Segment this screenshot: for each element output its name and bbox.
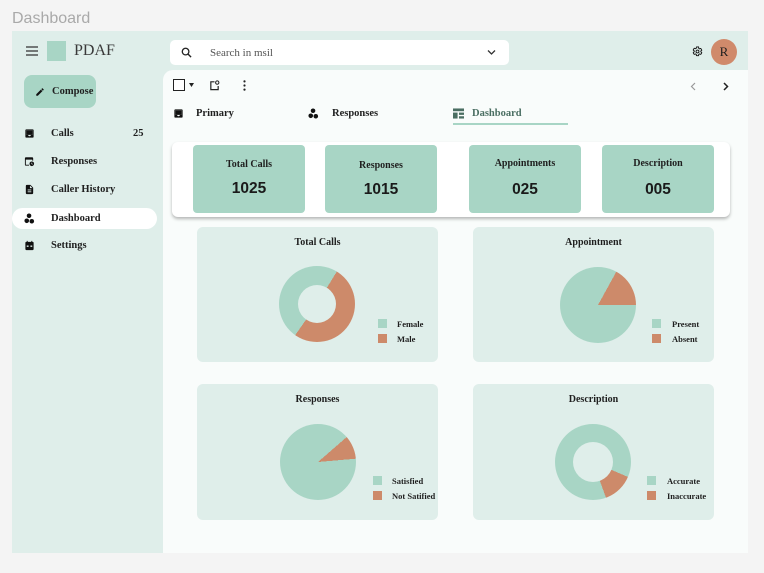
stat-label: Description xyxy=(633,158,683,169)
stat-card-description: Description 005 xyxy=(602,145,714,213)
tab-label: Primary xyxy=(196,108,234,119)
compose-label: Compose xyxy=(52,86,94,97)
menu-icon[interactable] xyxy=(26,46,38,56)
calls-count-badge: 25 xyxy=(133,128,144,139)
search-bar xyxy=(170,40,509,65)
app-frame: PDAF Compose Calls 25 Responses Caller H… xyxy=(12,31,748,553)
sidebar-item-label: Settings xyxy=(51,240,87,251)
pie-chart[interactable] xyxy=(560,267,636,343)
chart-title: Appointment xyxy=(565,237,622,248)
inbox-icon xyxy=(25,129,34,138)
chevron-right-icon[interactable] xyxy=(723,82,729,91)
inbox-icon xyxy=(174,109,183,118)
workspaces-icon xyxy=(24,213,35,224)
sidebar-item-label: Responses xyxy=(51,156,98,167)
legend-label: Absent xyxy=(672,334,698,344)
tab-label: Responses xyxy=(332,108,379,119)
chart-panel-description: Description Accurate Inaccurate xyxy=(473,384,714,520)
sidebar-item-label: Calls xyxy=(51,128,74,139)
chart-panel-appointment: Appointment Present Absent xyxy=(473,227,714,362)
sidebar-item-dashboard[interactable]: Dashboard xyxy=(12,208,157,229)
legend-label: Present xyxy=(672,319,700,329)
legend-swatch xyxy=(373,491,382,500)
stat-label: Total Calls xyxy=(225,159,273,170)
chart-panel-responses: Responses Satisfied Not Satified xyxy=(197,384,438,520)
search-icon[interactable] xyxy=(181,47,192,58)
page-title: Dashboard xyxy=(12,10,91,27)
sidebar-item-settings[interactable]: Settings xyxy=(12,235,157,256)
stat-card-appointments: Appointments 025 xyxy=(469,145,581,213)
legend-swatch xyxy=(378,319,387,328)
stats-summary: Total Calls 1025 Responses 1015 Appointm… xyxy=(172,142,730,217)
legend-label: Accurate xyxy=(667,476,701,486)
sidebar-item-responses[interactable]: Responses xyxy=(12,151,157,172)
chart-panel-total-calls: Total Calls Female Male xyxy=(197,227,438,362)
stat-label: Appointments xyxy=(494,158,556,169)
workspaces-icon xyxy=(308,108,319,119)
more-options-icon[interactable] xyxy=(239,80,250,91)
calendar-icon xyxy=(25,240,34,251)
legend-swatch xyxy=(647,476,656,485)
stat-value: 005 xyxy=(645,181,671,198)
chart-title: Responses xyxy=(295,394,340,405)
main-content: Primary Responses Dashboard Total Calls … xyxy=(163,70,748,553)
stat-card-responses: Responses 1015 xyxy=(325,145,437,213)
tab-responses[interactable]: Responses xyxy=(308,106,418,122)
chevron-down-icon[interactable] xyxy=(487,49,496,56)
stat-value: 1025 xyxy=(231,180,267,197)
tab-label: Dashboard xyxy=(472,108,522,119)
sidebar-item-label: Dashboard xyxy=(51,213,101,224)
stat-value: 1015 xyxy=(363,181,399,198)
chart-title: Total Calls xyxy=(294,237,341,248)
caret-down-icon[interactable] xyxy=(189,83,194,87)
dashboard-icon xyxy=(453,108,464,119)
active-tab-indicator xyxy=(453,123,568,125)
sidebar-item-label: Caller History xyxy=(51,184,116,195)
compose-button[interactable]: Compose xyxy=(24,75,96,108)
donut-chart[interactable] xyxy=(555,424,631,500)
legend-label: Inaccurate xyxy=(667,491,707,501)
legend-label: Male xyxy=(397,334,416,344)
donut-hole xyxy=(573,442,613,482)
stat-card-total-calls: Total Calls 1025 xyxy=(193,145,305,213)
pie-chart[interactable] xyxy=(280,424,356,500)
donut-chart[interactable] xyxy=(279,266,355,342)
legend-swatch xyxy=(647,491,656,500)
sidebar-item-calls[interactable]: Calls 25 xyxy=(12,123,157,144)
legend-swatch xyxy=(652,319,661,328)
app-logo xyxy=(47,41,66,61)
select-all-checkbox[interactable] xyxy=(173,79,185,91)
responses-icon xyxy=(24,157,35,167)
avatar[interactable]: R xyxy=(711,39,737,65)
legend-swatch xyxy=(378,334,387,343)
legend-label: Not Satified xyxy=(392,491,436,501)
tab-primary[interactable]: Primary xyxy=(173,106,273,122)
stat-label: Responses xyxy=(359,160,403,171)
legend-swatch xyxy=(652,334,661,343)
stat-value: 025 xyxy=(512,181,538,198)
chevron-left-icon[interactable] xyxy=(690,82,696,91)
search-input[interactable] xyxy=(210,44,470,61)
donut-hole xyxy=(298,285,336,323)
legend-swatch xyxy=(373,476,382,485)
sidebar-item-caller-history[interactable]: Caller History xyxy=(12,179,157,200)
app-name: PDAF xyxy=(74,42,115,59)
tab-dashboard[interactable]: Dashboard xyxy=(453,106,568,122)
legend-label: Female xyxy=(397,319,424,329)
gear-icon[interactable] xyxy=(692,46,703,57)
legend-label: Satisfied xyxy=(392,476,424,486)
document-icon xyxy=(25,184,34,195)
pencil-icon xyxy=(36,87,44,96)
snooze-icon[interactable] xyxy=(209,80,220,91)
chart-title: Description xyxy=(568,394,619,405)
